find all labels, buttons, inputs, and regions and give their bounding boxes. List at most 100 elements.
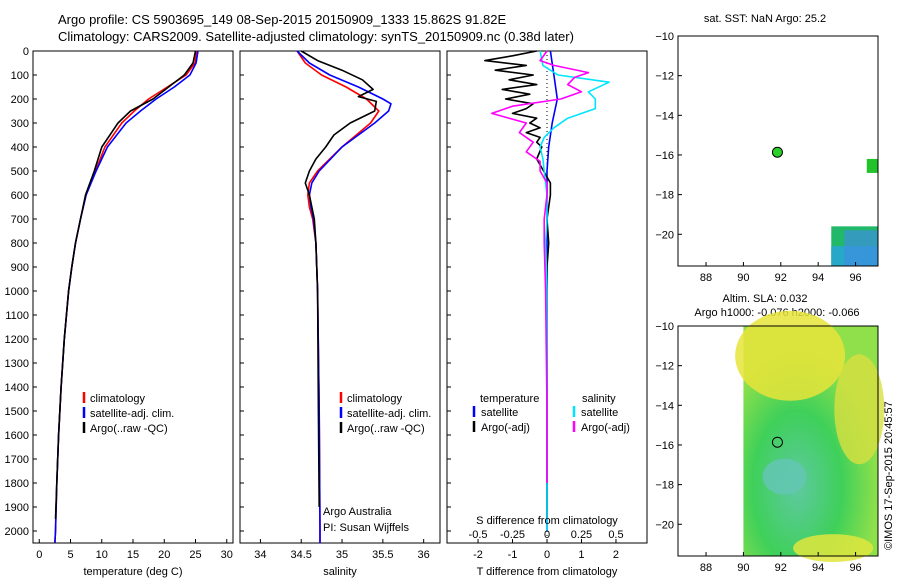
sla-map-xtick-label: 90 [737, 562, 749, 574]
salinity-legend-label: satellite-adj. clim. [347, 408, 431, 420]
salinity-axes-box [239, 50, 441, 544]
depth-tick-label: 1200 [5, 334, 29, 346]
depth-tick-label: 1800 [5, 478, 29, 490]
temperature-xtick-label: 0 [36, 549, 42, 561]
sla-map-title: Altim. SLA: 0.032 [723, 293, 808, 305]
sla-high-region [793, 534, 874, 563]
sla-low-region [762, 458, 807, 495]
depth-tick-label: 200 [11, 94, 29, 106]
sla-map-frame [677, 325, 879, 557]
sla-map-float-marker [771, 436, 783, 448]
salinity-xtick-label: 34 [254, 549, 266, 561]
salinity-xtick-label: 35 [336, 549, 348, 561]
sst-map-ytick-label: −10 [655, 31, 674, 43]
temperature-xtick-label: 20 [158, 549, 170, 561]
sst-map-group [677, 35, 879, 267]
sla-high-region [834, 354, 885, 465]
salinity-difference-tick-label: 0.25 [571, 529, 592, 541]
salinity-difference-tick-label: -0.5 [469, 529, 488, 541]
depth-tick-label: 700 [11, 214, 29, 226]
depth-tick-label: 900 [11, 262, 29, 274]
sst-map-xtick-label: 94 [812, 272, 824, 284]
sla-map-xtick-label: 94 [812, 562, 824, 574]
temperature-xtick-label: 15 [127, 549, 139, 561]
difference-xtick-label: -1 [508, 549, 518, 561]
depth-tick-label: 100 [11, 70, 29, 82]
credit-pi-name: PI: Susan Wijffels [323, 522, 409, 534]
difference-legend-label: Argo(-adj) [581, 422, 630, 434]
sst-map-float-marker [771, 146, 783, 158]
depth-tick-label: 1100 [5, 310, 29, 322]
temperature-legend-label: satellite-adj. clim. [90, 408, 174, 420]
difference-xtick-label: -2 [473, 549, 483, 561]
difference-series-salinity-argo-adj- [490, 50, 590, 483]
temperature-xtick-label: 10 [96, 549, 108, 561]
temperature-legend-heading: temperature [480, 393, 539, 405]
depth-tick-label: 2000 [5, 526, 29, 538]
depth-tick-label: 600 [11, 190, 29, 202]
sst-map-ytick-label: −18 [655, 190, 674, 202]
sst-map-ytick-label: −12 [655, 71, 674, 83]
temperature-xtick-label: 25 [189, 549, 201, 561]
temperature-legend-label: Argo(..raw -QC) [90, 423, 168, 435]
depth-tick-label: 1000 [5, 286, 29, 298]
sla-map-xtick-label: 92 [775, 562, 787, 574]
salinity-legend-label: Argo(..raw -QC) [347, 423, 425, 435]
difference-legend-label: satellite [581, 407, 618, 419]
sst-patch [866, 158, 878, 173]
depth-tick-label: 1600 [5, 430, 29, 442]
salinity-legend-label: climatology [347, 393, 403, 405]
sla-map-ytick-label: −10 [655, 321, 674, 333]
depth-tick-label: 1400 [5, 382, 29, 394]
depth-tick-label: 1700 [5, 454, 29, 466]
sla-map-group [677, 310, 885, 563]
difference-xlabel: T difference from climatology [477, 566, 618, 578]
sst-map-frame [677, 35, 879, 267]
sst-map-xtick-label: 92 [775, 272, 787, 284]
difference-xtick-label: 1 [578, 549, 584, 561]
salinity-series-argo-raw-qc- [300, 50, 378, 508]
sla-map-xtick-label: 96 [849, 562, 861, 574]
sla-map-ytick-label: −16 [655, 440, 674, 452]
temperature-series-argo-raw-qc- [54, 50, 197, 520]
sst-map-ytick-label: −14 [655, 110, 674, 122]
sla-map-ytick-label: −18 [655, 480, 674, 492]
depth-tick-label: 1500 [5, 406, 29, 418]
difference-legend-label: Argo(-adj) [481, 422, 530, 434]
sst-map-xtick-label: 96 [849, 272, 861, 284]
sla-map-ytick-label: −12 [655, 361, 674, 373]
depth-tick-label: 500 [11, 166, 29, 178]
temperature-xlabel: temperature (deg C) [83, 566, 182, 578]
sla-map-ytick-label: −20 [655, 519, 674, 531]
salinity-legend-heading: salinity [582, 393, 616, 405]
difference-legend-label: satellite [481, 407, 518, 419]
sst-map-xtick-label: 88 [700, 272, 712, 284]
header-line-2: Climatology: CARS2009. Satellite-adjuste… [58, 29, 574, 44]
salinity-xtick-label: 34.5 [291, 549, 312, 561]
salinity-difference-tick-label: 0 [544, 529, 550, 541]
difference-series-temperature-argo-adj- [484, 50, 552, 519]
depth-tick-label: 800 [11, 238, 29, 250]
depth-tick-label: 1900 [5, 502, 29, 514]
temperature-xtick-label: 5 [67, 549, 73, 561]
sla-map-ytick-label: −14 [655, 400, 674, 412]
header-line-1: Argo profile: CS 5903695_149 08-Sep-2015… [58, 12, 507, 27]
salinity-difference-tick-label: 0.5 [608, 529, 623, 541]
salinity-xtick-label: 36 [418, 549, 430, 561]
temperature-xtick-label: 30 [221, 549, 233, 561]
credit-argo-australia: Argo Australia [323, 506, 392, 518]
salinity-xlabel: salinity [323, 566, 357, 578]
depth-tick-label: 300 [11, 118, 29, 130]
depth-tick-label: 1300 [5, 358, 29, 370]
sla-map-xtick-label: 88 [700, 562, 712, 574]
salinity-difference-tick-label: -0.25 [500, 529, 525, 541]
sst-map-ytick-label: −16 [655, 150, 674, 162]
depth-tick-label: 400 [11, 142, 29, 154]
difference-xtick-label: 0 [544, 549, 550, 561]
sst-map-ytick-label: −20 [655, 229, 674, 241]
salinity-difference-label: S difference from climatology [476, 515, 618, 527]
depth-tick-label: 0 [23, 46, 29, 58]
sst-map-xtick-label: 90 [737, 272, 749, 284]
sst-patch [844, 230, 878, 266]
temperature-axes-box [32, 50, 234, 544]
